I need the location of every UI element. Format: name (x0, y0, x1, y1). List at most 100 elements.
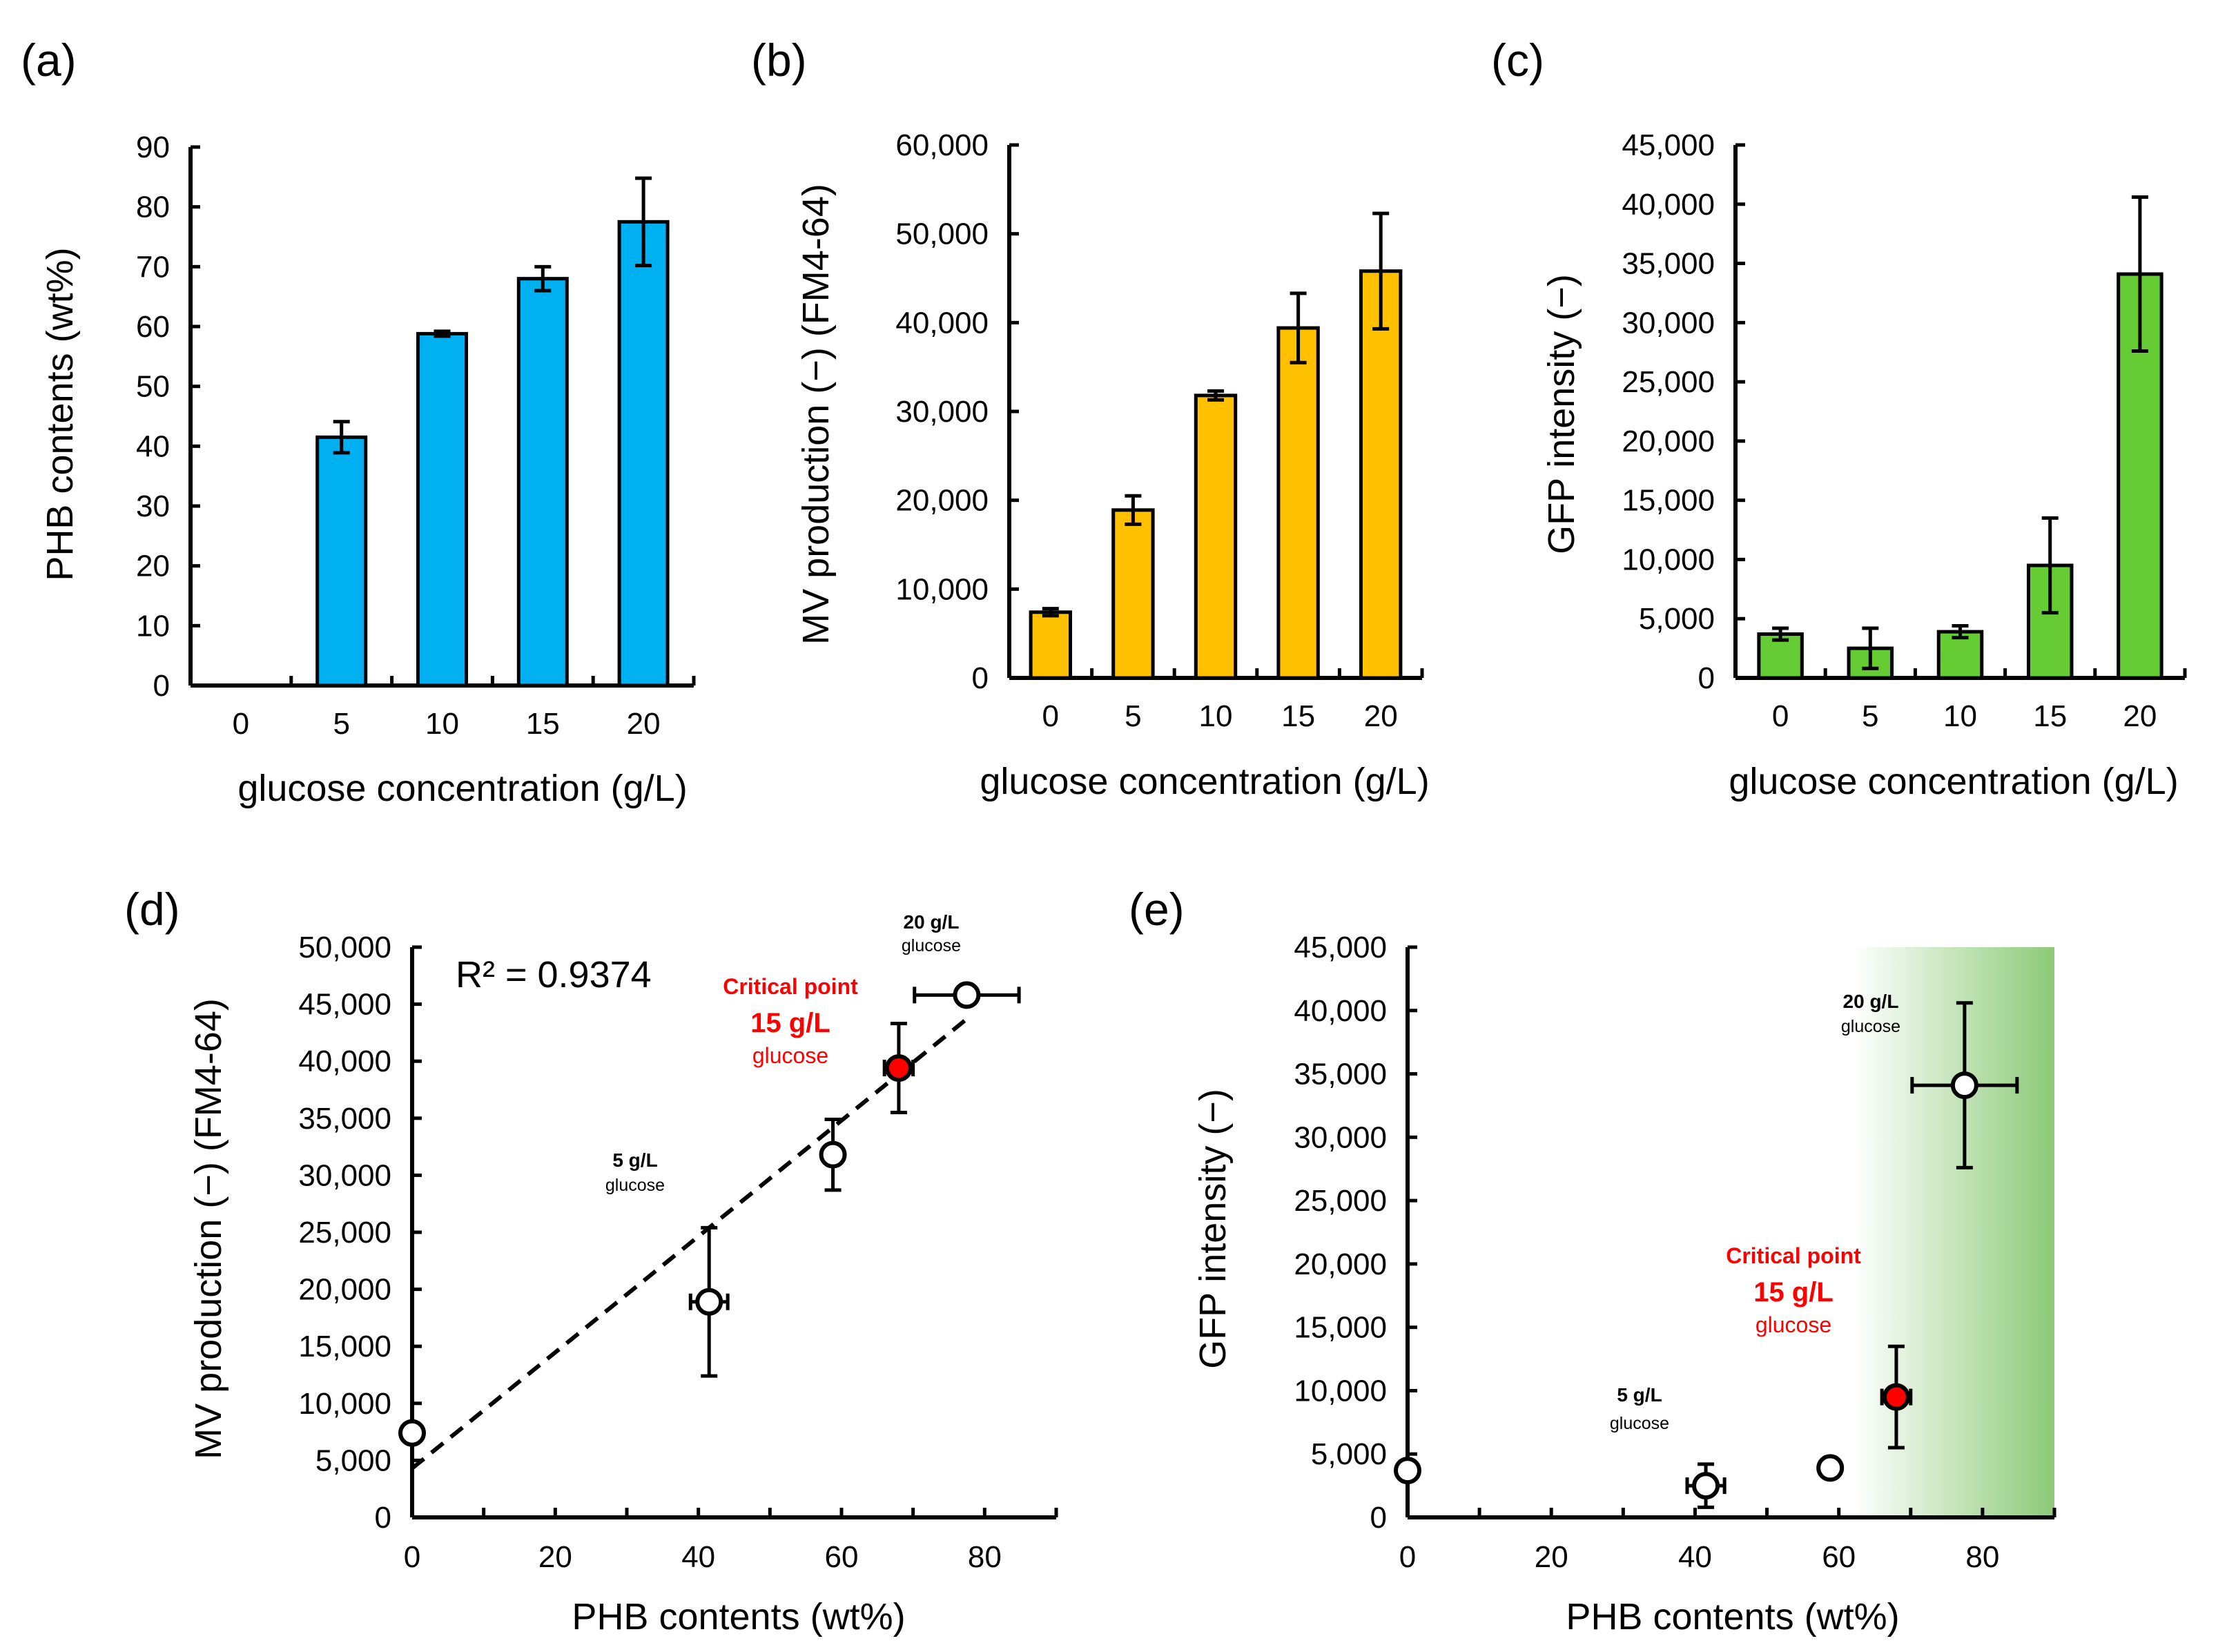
x-tick-label-c: 15 (2033, 699, 2067, 733)
y-tick-label-e: 35,000 (1294, 1058, 1387, 1091)
annotation-15gl-d: 15 g/L (750, 1008, 830, 1038)
y-tick-label-a: 10 (136, 609, 170, 643)
x-axis-label-e: PHB contents (wt%) (1566, 1596, 1899, 1638)
x-axis-label-c: glucose concentration (g/L) (1729, 761, 2178, 802)
y-axis-label-c: GFP intensity (−) (1541, 274, 1582, 554)
x-tick-label-d: 60 (825, 1540, 859, 1574)
x-tick-label-e: 20 (1535, 1540, 1568, 1574)
x-tick-label-a: 0 (233, 707, 249, 741)
y-tick-label-b: 60,000 (895, 128, 989, 162)
plot-area-b: 0 10,000 20,000 30,000 40,000 50,000 60,000 0 5 1… (895, 128, 1424, 733)
bar-a (617, 220, 670, 688)
y-tick-label-a: 30 (136, 489, 170, 523)
y-tick-label-e: 5,000 (1311, 1437, 1387, 1471)
x-tick-label-e: 60 (1822, 1540, 1856, 1574)
x-tick-label-c: 10 (1943, 699, 1977, 733)
panel-a: (a) 0 10 20 30 40 50 60 70 80 90 0 5 10 15 20 PHB cont… (21, 35, 696, 809)
panel-b: (b) 0 10,000 20,000 30,000 40,000 50,000 60,00… (751, 35, 1430, 802)
x-tick-label-a: 5 (333, 707, 349, 741)
y-tick-label-c: 30,000 (1622, 306, 1715, 340)
annotation-critical-e: Critical point (1726, 1243, 1861, 1268)
y-tick-label-d: 25,000 (298, 1216, 391, 1250)
x-tick-label-b: 20 (1364, 699, 1398, 733)
annotation-20gl-d: 20 g/L (904, 911, 960, 933)
data-point-e (1816, 1454, 1845, 1482)
panel-c: (c) 0 5,000 10,000 15,000 20,000 25,000 30,000… (1491, 35, 2187, 802)
bar-a (516, 277, 569, 688)
x-tick-label-e: 0 (1399, 1540, 1416, 1574)
annotation-5gl-e: 5 g/L (1617, 1384, 1662, 1406)
y-tick-label-e: 40,000 (1294, 994, 1387, 1028)
y-tick-label-b: 30,000 (895, 395, 989, 429)
y-tick-label-a: 20 (136, 550, 170, 583)
plot-area-d: 0 5,000 10,000 15,000 20,000 25,000 30,000 35,0… (298, 931, 1058, 1574)
panel-label-e: (e) (1129, 884, 1185, 935)
panel-label-a: (a) (21, 35, 77, 86)
y-tick-label-e: 30,000 (1294, 1120, 1387, 1154)
critical-point-marker-d (884, 1054, 913, 1082)
y-tick-label-c: 35,000 (1622, 247, 1715, 281)
x-tick-label-e: 80 (1965, 1540, 1999, 1574)
y-axis-label-a: PHB contents (wt%) (39, 247, 81, 581)
y-tick-label-a: 90 (136, 130, 170, 164)
r-squared-text: R² = 0.9374 (456, 954, 652, 995)
y-tick-label-d: 30,000 (298, 1158, 391, 1192)
x-tick-label-d: 80 (968, 1540, 1002, 1574)
x-tick-label-c: 20 (2123, 699, 2157, 733)
panel-d: (d) 0 5,000 10,000 15,000 20,000 25,000 30,000… (124, 884, 1058, 1638)
x-tick-label-d: 40 (681, 1540, 715, 1574)
x-tick-label-c: 0 (1772, 699, 1789, 733)
panel-e: (e) 0 5,000 10,000 15,000 20,000 25,000 30,000… (1129, 884, 2056, 1638)
data-point-e (1394, 1457, 1421, 1485)
y-tick-label-a: 80 (136, 191, 170, 224)
y-tick-label-d: 5,000 (315, 1444, 391, 1477)
y-tick-label-b: 0 (972, 661, 989, 695)
y-tick-label-c: 10,000 (1622, 543, 1715, 576)
x-axis-label-b: glucose concentration (g/L) (980, 761, 1429, 802)
y-axis-label-d: MV production (−) (FM4-64) (188, 998, 229, 1459)
y-tick-label-e: 45,000 (1294, 931, 1387, 964)
y-tick-label-c: 40,000 (1622, 188, 1715, 222)
x-axis-label-a: glucose concentration (g/L) (237, 768, 687, 809)
data-point-e (1692, 1472, 1720, 1500)
panel-label-c: (c) (1491, 35, 1544, 86)
y-tick-label-b: 10,000 (895, 572, 989, 606)
x-tick-label-a: 20 (627, 707, 661, 741)
y-tick-label-c: 0 (1698, 661, 1715, 695)
y-tick-label-d: 15,000 (298, 1330, 391, 1363)
annotation-15gl-e: 15 g/L (1753, 1277, 1834, 1308)
annotation-5gl-glucose-d: glucose (605, 1176, 665, 1195)
y-tick-label-e: 25,000 (1294, 1184, 1387, 1218)
y-axis-label-e: GFP intensity (−) (1192, 1089, 1234, 1369)
annotation-5gl-glucose-e: glucose (1610, 1414, 1669, 1433)
bar-a (416, 331, 468, 688)
y-tick-label-c: 5,000 (1639, 602, 1715, 636)
data-point-e (1950, 1071, 1978, 1100)
y-tick-label-d: 0 (375, 1501, 391, 1535)
plot-area-e: 0 5,000 10,000 15,000 20,000 25,000 30,000 35,0… (1294, 931, 2056, 1574)
y-tick-label-a: 40 (136, 429, 170, 463)
x-tick-label-d: 20 (538, 1540, 572, 1574)
bar-b (1276, 326, 1320, 680)
x-tick-label-b: 10 (1199, 699, 1233, 733)
x-tick-label-d: 0 (404, 1540, 420, 1574)
bar-c (1936, 630, 1984, 680)
bar-b (1111, 508, 1155, 680)
data-point-d (695, 1287, 723, 1316)
y-tick-label-a: 0 (153, 669, 170, 703)
plot-area-a: 0 10 20 30 40 50 60 70 80 90 0 5 10 15 20 (136, 130, 696, 741)
x-tick-label-b: 5 (1125, 699, 1141, 733)
critical-point-marker-e (1882, 1383, 1910, 1411)
x-tick-label-b: 0 (1042, 699, 1059, 733)
y-tick-label-e: 10,000 (1294, 1374, 1387, 1408)
x-tick-label-a: 10 (425, 707, 459, 741)
annotation-15gl-glucose-e: glucose (1756, 1312, 1831, 1337)
y-tick-label-c: 45,000 (1622, 128, 1715, 162)
x-axis-label-d: PHB contents (wt%) (572, 1596, 905, 1638)
bar-b (1194, 393, 1238, 680)
plot-area-c: 0 5,000 10,000 15,000 20,000 25,000 30,000 35,0… (1622, 128, 2187, 733)
annotation-5gl-d: 5 g/L (612, 1149, 657, 1171)
bar-b (1029, 610, 1073, 680)
y-tick-label-d: 45,000 (298, 988, 391, 1022)
